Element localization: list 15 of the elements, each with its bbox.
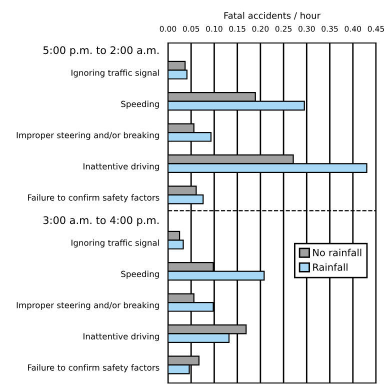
legend-label: Rainfall <box>313 263 348 271</box>
y-tick-label: Improper steering and/or breaking <box>16 132 159 140</box>
y-tick-label: Inattentive driving <box>84 163 159 172</box>
y-tick-label: Failure to confirm safety factors <box>28 194 160 202</box>
y-tick-label: Inattentive driving <box>84 333 159 342</box>
y-tick-label: Speeding <box>121 270 159 279</box>
x-axis-title: Fatal accidents / hour <box>224 12 321 20</box>
y-tick-label: 3:00 a.m. to 4:00 p.m. <box>43 216 159 226</box>
y-tick-label: 5:00 p.m. to 2:00 a.m. <box>43 46 159 56</box>
y-tick-label: Improper steering and/or breaking <box>16 302 159 310</box>
legend-label: No rainfall <box>313 248 362 256</box>
y-tick-label: Ignoring traffic signal <box>72 239 159 248</box>
y-tick-label: Failure to confirm safety factors <box>28 364 160 372</box>
y-tick-label: Speeding <box>121 100 159 109</box>
y-tick-label: Ignoring traffic signal <box>72 69 159 78</box>
